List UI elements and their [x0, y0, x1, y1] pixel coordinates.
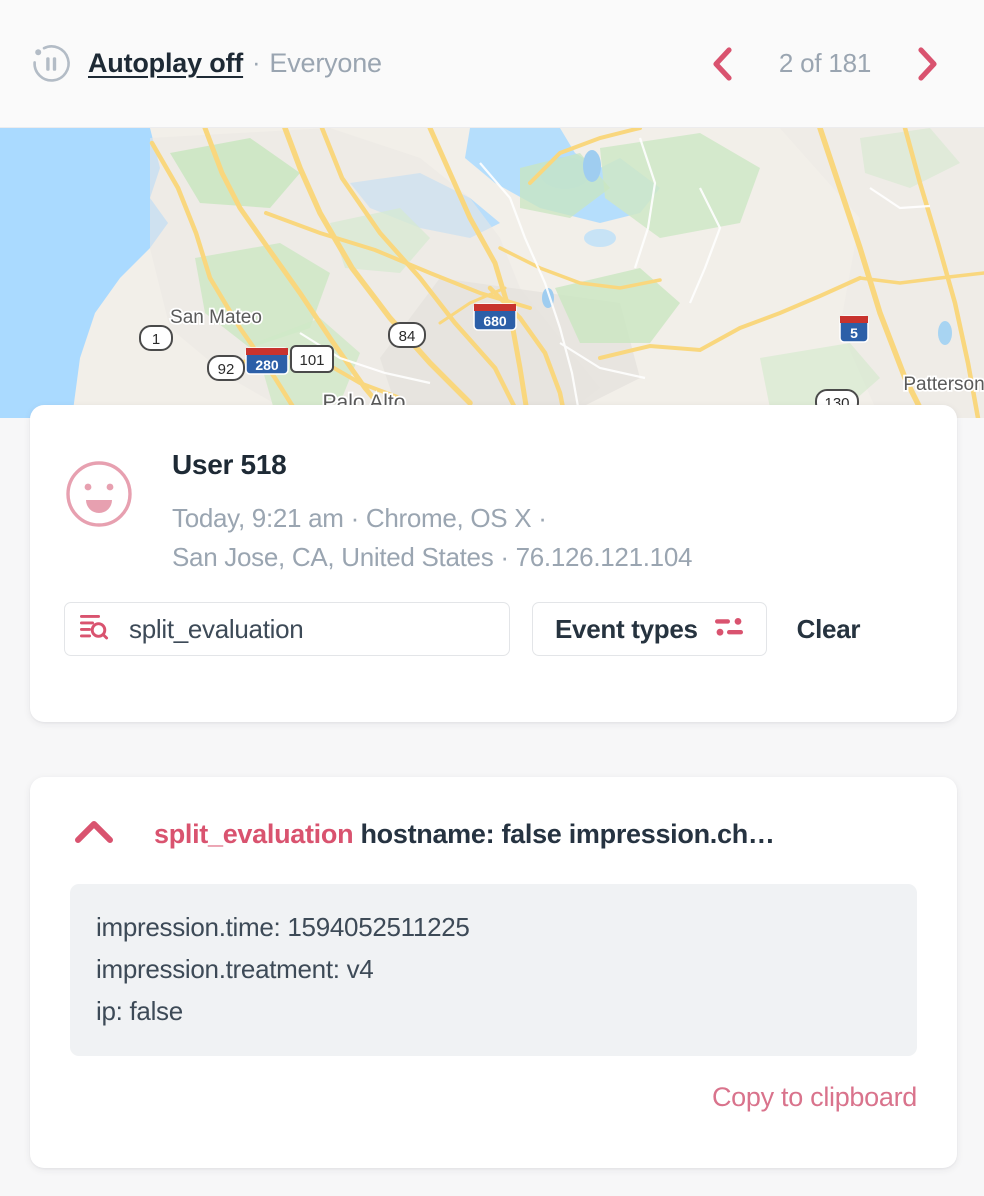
event-property: impression.time: 1594052511225 — [96, 912, 470, 942]
svg-text:1: 1 — [152, 331, 160, 348]
user-summary-card: User 518 Today, 9:21 am · Chrome, OS X ·… — [30, 405, 957, 722]
user-meta-line-1: Today, 9:21 am · Chrome, OS X · — [172, 503, 547, 533]
autoplay-control[interactable]: Autoplay off · Everyone — [30, 43, 696, 85]
chevron-up-icon[interactable] — [74, 819, 114, 850]
page-counter: 2 of 181 — [778, 48, 872, 78]
event-property: impression.treatment: v4 — [96, 954, 374, 985]
header-separator: · — [252, 49, 261, 77]
event-types-button[interactable]: Event types — [532, 602, 767, 656]
list-search-icon — [79, 613, 109, 646]
chevron-right-icon[interactable] — [900, 37, 954, 91]
top-bar: Autoplay off · Everyone 2 of 181 — [0, 0, 984, 128]
pause-circle-icon[interactable] — [30, 43, 72, 85]
chevron-left-icon[interactable] — [696, 37, 750, 91]
event-header[interactable]: split_evaluation hostname: false impress… — [30, 777, 957, 850]
audience-label: Everyone — [269, 48, 382, 78]
svg-text:5: 5 — [850, 325, 858, 341]
user-meta-line-2: San Jose, CA, United States · 76.126.121… — [172, 542, 693, 572]
autoplay-toggle-label[interactable]: Autoplay off — [88, 48, 244, 78]
user-row: User 518 Today, 9:21 am · Chrome, OS X ·… — [30, 405, 957, 577]
svg-text:84: 84 — [399, 328, 416, 345]
event-title: split_evaluation hostname: false impress… — [154, 819, 775, 850]
user-details: User 518 Today, 9:21 am · Chrome, OS X ·… — [172, 441, 692, 577]
user-name: User 518 — [172, 449, 287, 480]
event-property: ip: false — [96, 996, 183, 1027]
svg-text:101: 101 — [299, 352, 324, 369]
svg-text:Patterson: Patterson — [903, 374, 984, 395]
location-map[interactable]: San Mateo Palo Alto Mountain View San Jo… — [0, 128, 984, 418]
copy-to-clipboard-button[interactable]: Copy to clipboard — [711, 1082, 917, 1113]
pagination-controls: 2 of 181 — [696, 37, 954, 91]
sliders-icon — [714, 614, 744, 645]
search-input-value: split_evaluation — [129, 613, 304, 644]
search-input[interactable]: split_evaluation — [64, 602, 510, 656]
map-canvas: San Mateo Palo Alto Mountain View San Jo… — [0, 128, 984, 418]
svg-text:680: 680 — [483, 313, 507, 329]
clear-filters-button[interactable]: Clear — [796, 613, 861, 644]
svg-text:280: 280 — [255, 357, 279, 373]
svg-text:San Mateo: San Mateo — [170, 307, 262, 328]
event-properties-panel: impression.time: 1594052511225 impressio… — [70, 884, 917, 1057]
event-title-summary: hostname: false impression.ch… — [360, 819, 775, 849]
svg-text:92: 92 — [218, 361, 235, 378]
smiley-face-icon — [64, 459, 134, 529]
copy-row: Copy to clipboard — [30, 1056, 957, 1113]
event-name: split_evaluation — [154, 819, 354, 849]
event-detail-card: split_evaluation hostname: false impress… — [30, 777, 957, 1168]
filter-toolbar: split_evaluation Event types Clear — [30, 577, 957, 656]
event-types-label: Event types — [555, 613, 698, 644]
